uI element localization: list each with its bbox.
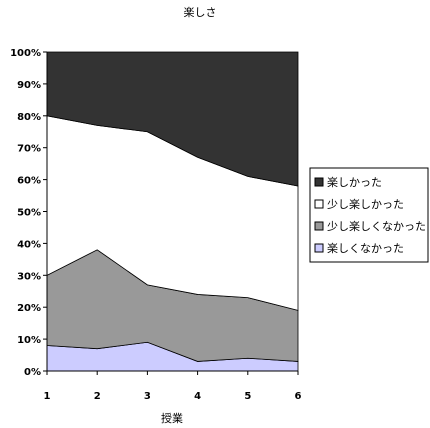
y-tick-labels: 0% 10% 20% 30% 40% 50% 60% 70% 80% 90% 100% <box>10 48 47 378</box>
legend-frame <box>309 167 429 263</box>
y-tick-label: 60% <box>17 176 41 187</box>
y-tick-label: 80% <box>17 112 41 123</box>
legend-label: 楽しくなかった <box>327 242 404 255</box>
x-tick-label: 3 <box>144 391 151 402</box>
legend-swatch <box>314 221 324 231</box>
chart-title: 楽しさ <box>184 6 217 19</box>
x-tick-labels: 1 2 3 4 5 6 <box>44 371 302 402</box>
legend-label: 楽しかった <box>327 176 382 189</box>
y-tick-label: 70% <box>17 144 41 155</box>
x-tick-label: 5 <box>244 391 251 402</box>
x-tick-label: 6 <box>295 391 302 402</box>
legend-label: 少し楽しくなかった <box>327 220 426 233</box>
legend-swatch <box>314 177 324 187</box>
area-series-4 <box>46 51 299 187</box>
x-tick-label: 2 <box>94 391 101 402</box>
legend-label: 少し楽しかった <box>327 198 404 211</box>
legend-swatch <box>314 243 324 253</box>
y-tick-label: 40% <box>17 239 41 250</box>
y-tick-label: 100% <box>10 48 41 59</box>
x-tick-label: 1 <box>44 391 51 402</box>
y-tick-label: 0% <box>24 367 41 378</box>
area-layers <box>46 51 299 372</box>
y-tick-label: 20% <box>17 303 41 314</box>
x-tick-label: 4 <box>194 391 201 402</box>
y-tick-label: 30% <box>17 271 41 282</box>
y-tick-label: 10% <box>17 335 41 346</box>
legend-swatch <box>314 199 324 209</box>
x-axis-title: 授業 <box>161 411 183 425</box>
y-tick-label: 50% <box>17 208 41 219</box>
y-tick-label: 90% <box>17 80 41 91</box>
